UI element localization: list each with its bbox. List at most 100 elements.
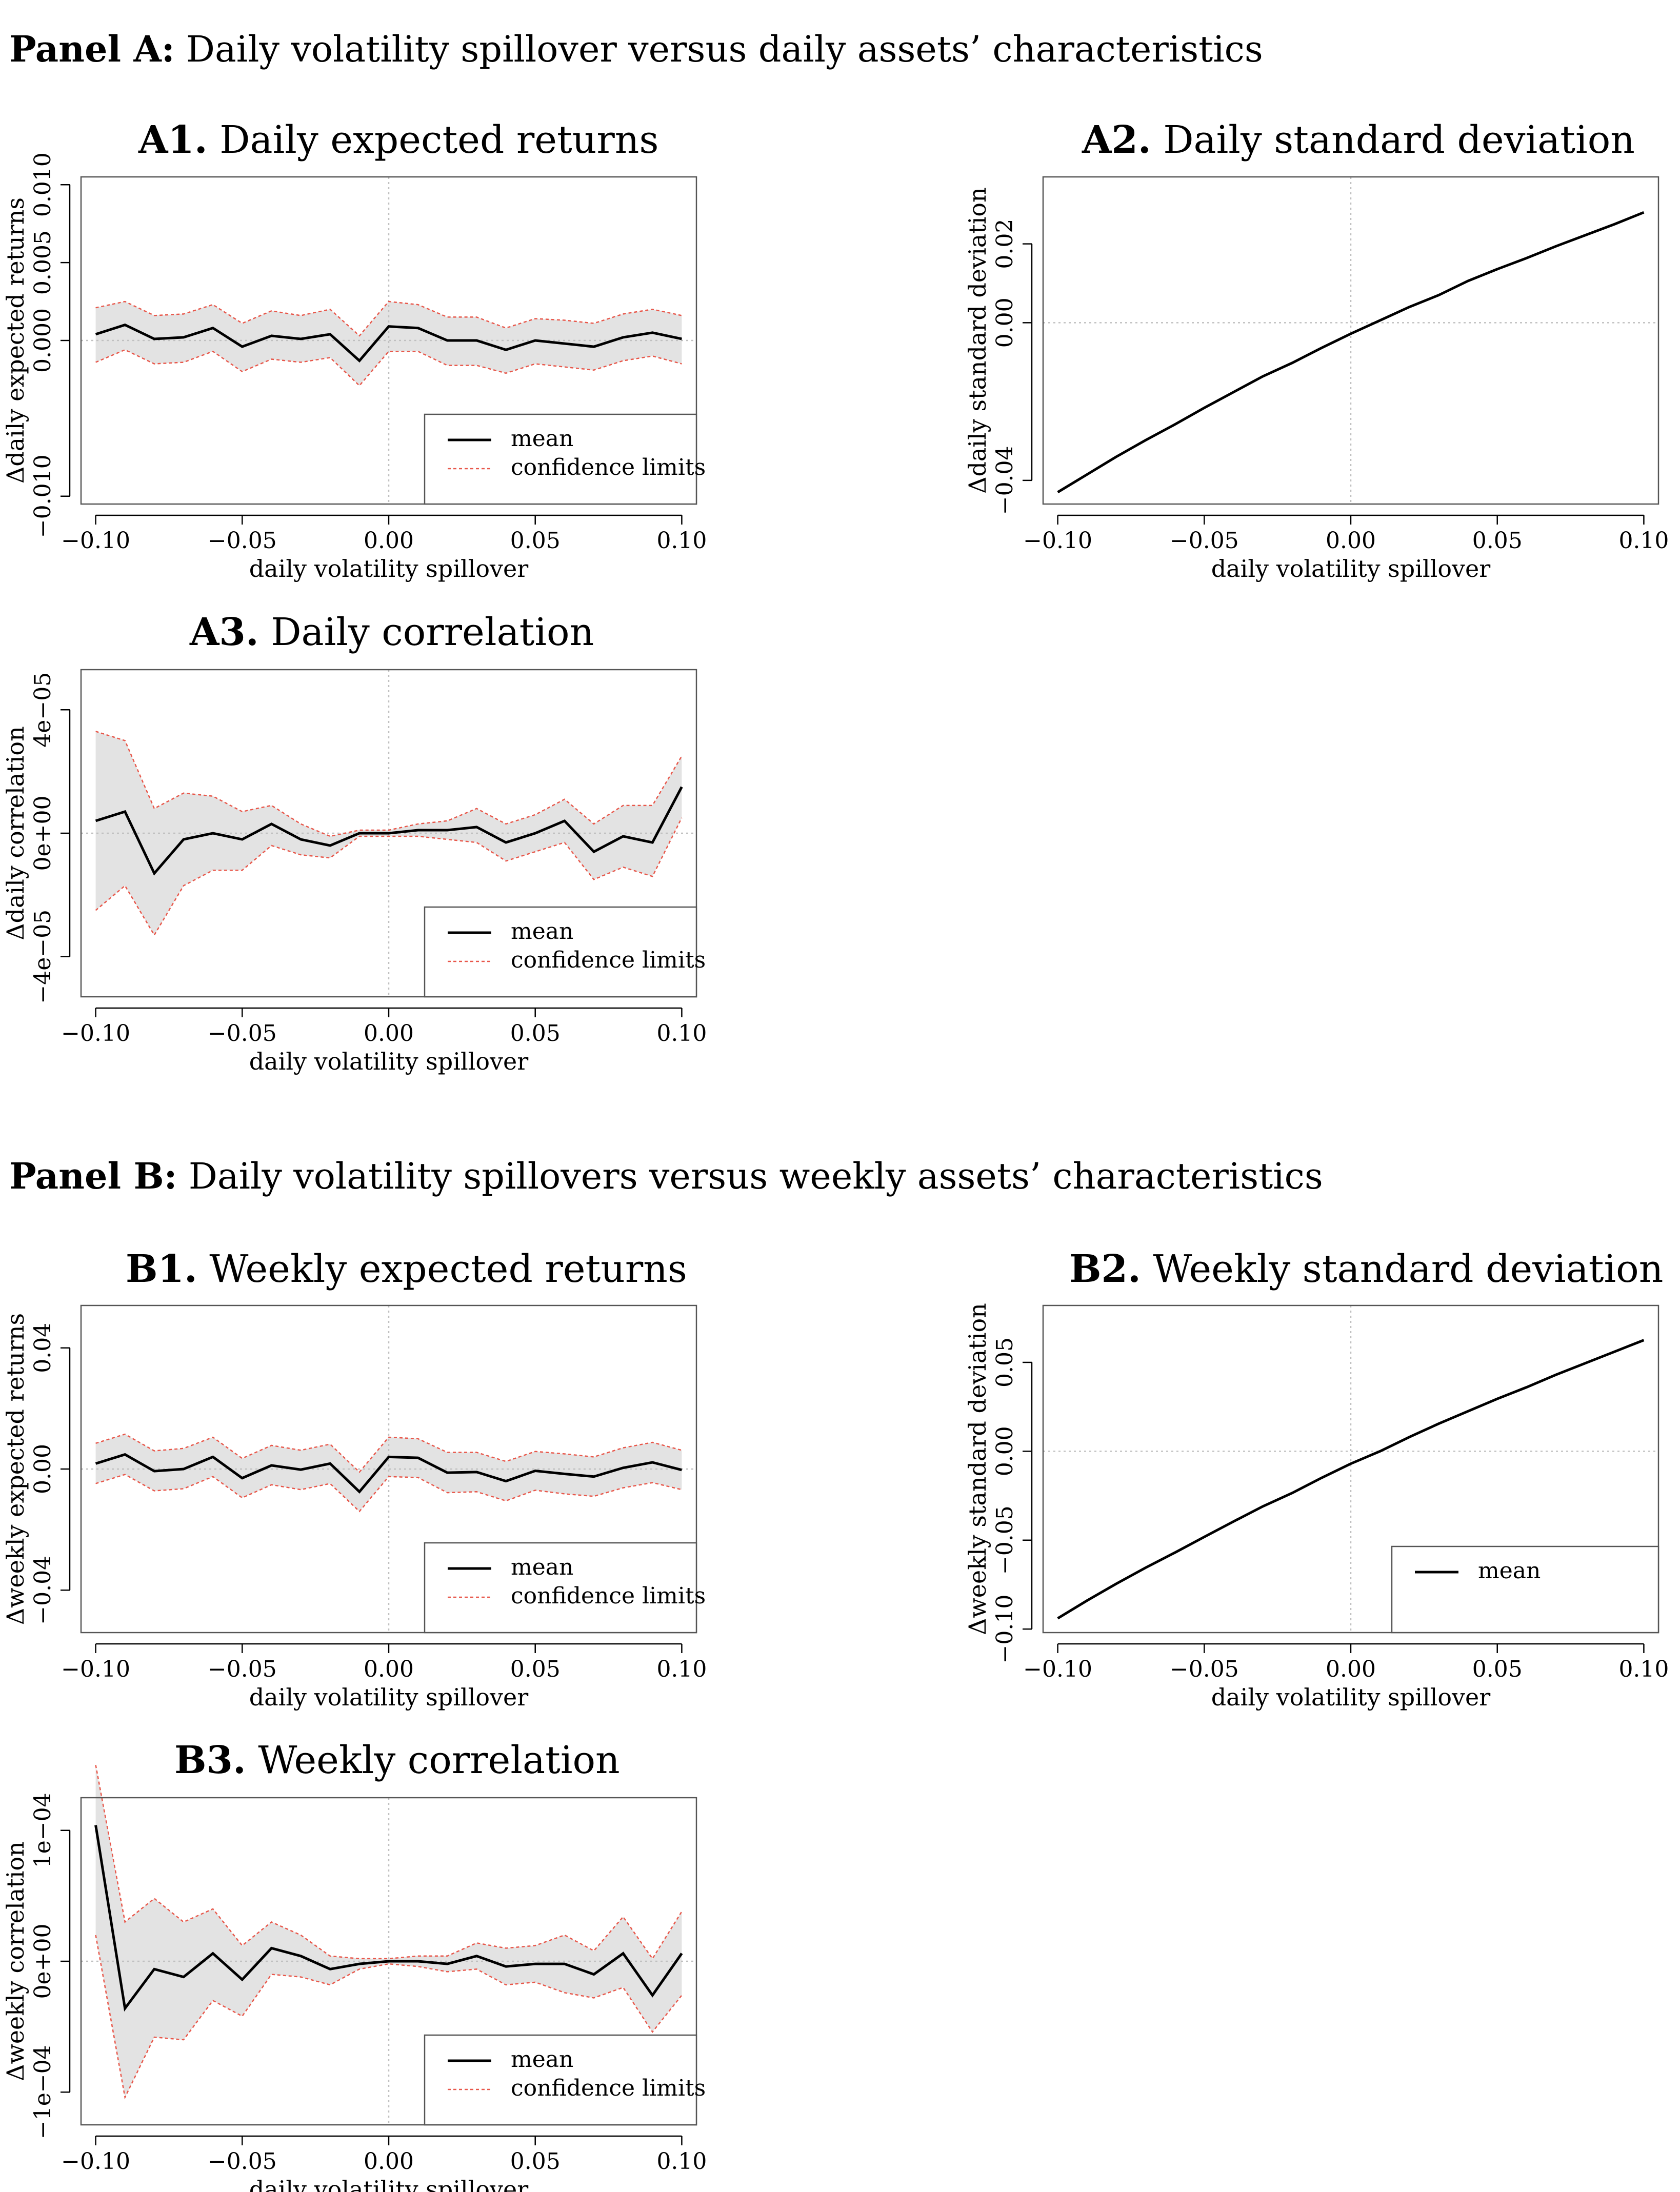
x-tick-label: −0.10 bbox=[1023, 528, 1092, 554]
x-tick-label: 0.10 bbox=[1618, 528, 1669, 554]
confidence-limit-upper bbox=[95, 1433, 682, 1473]
x-tick-label: 0.10 bbox=[656, 1656, 707, 1682]
panel-title-text: Daily volatility spillovers versus weekl… bbox=[177, 1155, 1323, 1197]
legend-label: confidence limits bbox=[511, 454, 706, 480]
y-tick-label: 0.00 bbox=[992, 1426, 1018, 1476]
chart-b2: B2. Weekly standard deviation −0.10 −0.05 0… bbox=[964, 1247, 1669, 1711]
chart-title-text: Weekly correlation bbox=[246, 1738, 620, 1782]
mean-line bbox=[95, 786, 683, 876]
x-tick-label: −0.10 bbox=[1023, 1656, 1092, 1682]
chart-title-bold: B2. bbox=[1069, 1247, 1141, 1291]
x-tick-label: −0.05 bbox=[208, 2148, 277, 2175]
x-axis-label: daily volatility spillover bbox=[249, 2176, 529, 2192]
y-tick-label: 0.02 bbox=[992, 219, 1018, 269]
legend-box bbox=[424, 413, 697, 505]
legend-box bbox=[424, 1542, 697, 1634]
chart-title: B1. Weekly expected returns bbox=[126, 1247, 687, 1291]
confidence-limit-upper bbox=[95, 731, 683, 837]
chart-title-text: Daily standard deviation bbox=[1151, 118, 1635, 162]
y-tick-label: 1e−04 bbox=[30, 1793, 56, 1868]
plot-frame bbox=[80, 1797, 697, 2126]
y-tick-label: 0.000 bbox=[30, 308, 56, 373]
legend-label: mean bbox=[511, 2046, 573, 2073]
x-tick-label: −0.10 bbox=[61, 1656, 130, 1682]
legend-label: mean bbox=[511, 918, 573, 944]
x-tick-label: 0.10 bbox=[656, 1020, 707, 1047]
plot-frame bbox=[80, 669, 697, 998]
x-tick-label: 0.00 bbox=[1326, 528, 1376, 554]
chart-b1: B1. Weekly expected returns −0.10 −0.05 0.0… bbox=[2, 1247, 707, 1711]
x-tick-label: 0.00 bbox=[364, 2148, 414, 2175]
x-axis-label: daily volatility spillover bbox=[249, 1683, 529, 1711]
chart-title-text: Daily correlation bbox=[259, 610, 594, 654]
confidence-band bbox=[95, 301, 682, 386]
y-tick-label: 0.00 bbox=[992, 297, 1018, 348]
legend-box bbox=[424, 2034, 697, 2126]
panel-title: Panel A: Daily volatility spillover vers… bbox=[9, 28, 1263, 70]
y-axis-label: Δweekly correlation bbox=[2, 1841, 29, 2081]
chart-title: B3. Weekly correlation bbox=[174, 1738, 620, 1782]
legend-label: confidence limits bbox=[511, 2075, 706, 2101]
y-tick-label: −0.10 bbox=[992, 1595, 1018, 1664]
confidence-limit-lower bbox=[95, 817, 683, 937]
panel-title-bold: Panel B: bbox=[9, 1155, 177, 1197]
y-tick-label: 0e+00 bbox=[30, 1924, 56, 1999]
x-tick-label: −0.05 bbox=[1170, 1656, 1239, 1682]
confidence-limit-upper bbox=[95, 300, 682, 337]
y-axis-label: Δdaily expected returns bbox=[2, 197, 29, 484]
x-tick-label: −0.10 bbox=[61, 528, 130, 554]
y-tick-label: 0.05 bbox=[992, 1337, 1018, 1387]
chart-a1: A1. Daily expected returns −0.10 −0.05 0.00… bbox=[2, 118, 707, 582]
legend-label: confidence limits bbox=[511, 947, 706, 973]
x-tick-label: 0.10 bbox=[656, 528, 707, 554]
legend-label: confidence limits bbox=[511, 1583, 706, 1609]
x-tick-label: −0.05 bbox=[208, 528, 277, 554]
chart-title-bold: B1. bbox=[126, 1247, 197, 1291]
confidence-band bbox=[95, 1765, 682, 2098]
legend: mean confidence limits bbox=[424, 906, 706, 998]
chart-title-bold: A1. bbox=[138, 118, 208, 162]
y-tick-label: 0.005 bbox=[30, 230, 56, 295]
mean-line bbox=[1057, 211, 1645, 494]
x-tick-label: 0.05 bbox=[510, 528, 561, 554]
x-tick-label: 0.00 bbox=[364, 1656, 414, 1682]
chart-a2: A2. Daily standard deviation −0.10 −0.05 0.… bbox=[964, 118, 1669, 582]
x-tick-label: 0.00 bbox=[364, 1020, 414, 1047]
legend-label: mean bbox=[511, 1554, 573, 1580]
mean-line bbox=[94, 1825, 683, 2012]
chart-title-text: Daily expected returns bbox=[208, 118, 659, 162]
chart-a3: A3. Daily correlation −0.10 −0.05 0.00 0.05 0… bbox=[2, 610, 707, 1075]
confidence-limit-lower bbox=[95, 349, 682, 387]
y-tick-label: −0.04 bbox=[992, 446, 1018, 515]
confidence-limit-lower bbox=[95, 1474, 682, 1513]
legend: mean bbox=[1391, 1545, 1659, 1634]
y-tick-label: 4e−05 bbox=[30, 672, 56, 748]
legend-box bbox=[1391, 1545, 1659, 1634]
x-tick-label: 0.00 bbox=[364, 528, 414, 554]
x-tick-label: −0.05 bbox=[208, 1656, 277, 1682]
y-tick-label: −0.05 bbox=[992, 1505, 1018, 1575]
legend: mean confidence limits bbox=[424, 1542, 706, 1634]
y-tick-label: −4e−05 bbox=[30, 910, 56, 1004]
y-tick-label: 0.010 bbox=[30, 152, 56, 217]
plot-frame bbox=[1042, 176, 1659, 505]
mean-line bbox=[95, 1453, 683, 1494]
mean-line bbox=[95, 323, 682, 363]
y-tick-label: 0.00 bbox=[30, 1444, 56, 1494]
x-tick-label: 0.00 bbox=[1326, 1656, 1376, 1682]
y-tick-label: −0.010 bbox=[30, 454, 56, 538]
plot-frame bbox=[80, 176, 697, 505]
chart-title-bold: A2. bbox=[1082, 118, 1151, 162]
y-axis-label: Δweekly expected returns bbox=[2, 1313, 29, 1625]
x-tick-label: 0.05 bbox=[510, 2148, 561, 2175]
x-tick-label: 0.05 bbox=[510, 1656, 561, 1682]
plot-frame bbox=[80, 1304, 697, 1634]
x-axis-label: daily volatility spillover bbox=[1211, 1683, 1491, 1711]
legend-label: mean bbox=[1478, 1558, 1541, 1584]
chart-title-text: Weekly standard deviation bbox=[1141, 1247, 1664, 1291]
legend-label: mean bbox=[511, 426, 573, 452]
x-tick-label: 0.05 bbox=[1472, 528, 1523, 554]
y-tick-label: 0.04 bbox=[30, 1323, 56, 1373]
x-tick-label: −0.05 bbox=[1170, 528, 1239, 554]
